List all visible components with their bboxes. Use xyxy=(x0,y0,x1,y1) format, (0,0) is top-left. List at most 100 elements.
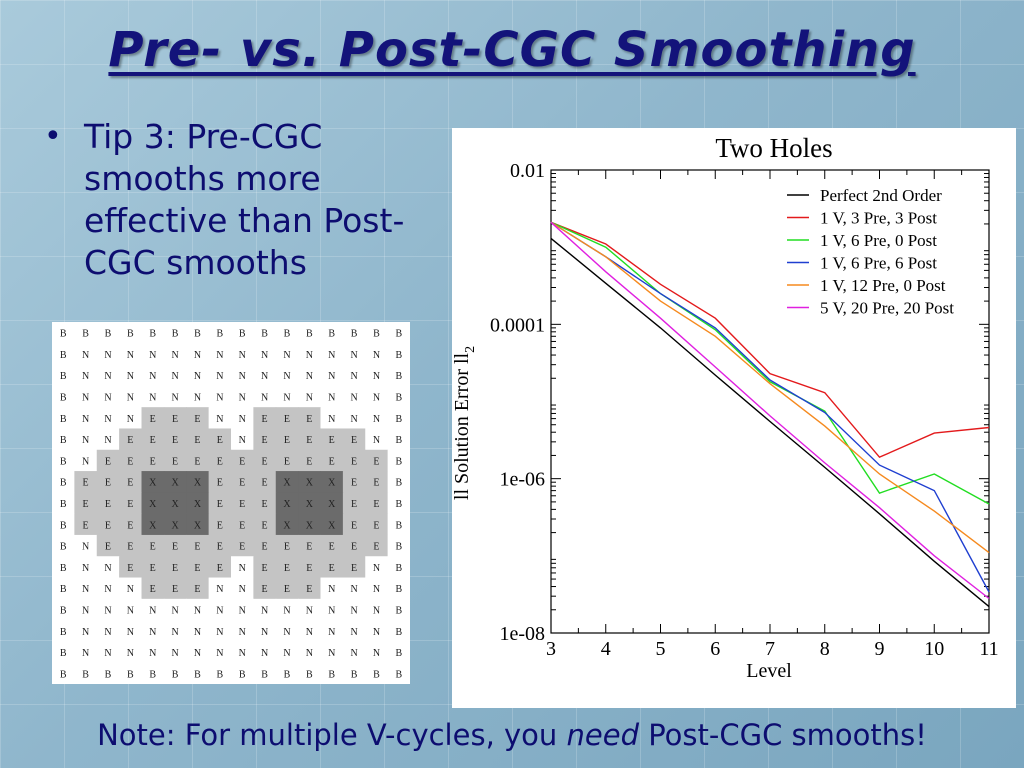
grid-cell-label: N xyxy=(127,393,134,404)
grid-cell-label: B xyxy=(105,329,112,340)
grid-cell xyxy=(74,556,98,579)
y-axis-label-sub: 2 xyxy=(463,346,478,353)
grid-cell xyxy=(52,534,75,557)
grid-cell-label: E xyxy=(262,584,268,595)
grid-cell xyxy=(52,471,75,493)
grid-cell-label: B xyxy=(60,371,67,382)
grid-cell-label: E xyxy=(127,435,133,446)
grid-cell xyxy=(387,428,411,451)
grid-cell xyxy=(74,662,98,685)
grid-cell xyxy=(186,662,210,685)
grid-cell-label: E xyxy=(239,499,245,510)
grid-cell xyxy=(119,598,142,621)
grid-cell-label: E xyxy=(83,499,89,510)
grid-cell xyxy=(52,620,75,642)
grid-cell xyxy=(74,641,98,664)
grid-cell xyxy=(387,407,411,429)
grid-cell xyxy=(52,343,75,366)
grid-cell xyxy=(119,407,142,429)
grid-cell xyxy=(119,513,142,536)
grid-cell xyxy=(141,556,165,579)
grid-cell xyxy=(163,471,187,493)
grid-cell-label: N xyxy=(306,350,313,361)
grid-cell xyxy=(208,641,232,664)
grid-cell-label: N xyxy=(239,627,246,638)
grid-cell-label: E xyxy=(172,563,178,574)
grid-cell-label: N xyxy=(350,648,357,659)
grid-svg: B B B B B B B B B B B B B B B BB N N N N N N N N N N N N N N BB N N N N N N N… xyxy=(52,322,411,685)
legend-label: 1 V, 6 Pre, 6 Post xyxy=(820,254,937,273)
convergence-chart: Two Holes Level ll Solution Error ll2 3 4… xyxy=(451,133,999,682)
grid-cell-label: N xyxy=(328,350,335,361)
grid-cell xyxy=(275,598,299,621)
grid-cell-label: N xyxy=(350,393,357,404)
grid-cell-label: N xyxy=(239,435,246,446)
grid-cell xyxy=(119,534,142,557)
grid-cell xyxy=(365,343,389,366)
grid-cell-label: B xyxy=(395,478,402,489)
grid-cell-label: B xyxy=(261,329,268,340)
grid-cell-label: B xyxy=(60,414,67,425)
grid-cell-label: B xyxy=(194,669,201,680)
x-tick-label: 8 xyxy=(820,638,830,660)
grid-cell-label: N xyxy=(127,605,134,616)
grid-cell xyxy=(342,513,366,536)
grid-cell xyxy=(275,471,299,493)
grid-cell xyxy=(298,364,321,387)
grid-cell xyxy=(186,577,210,600)
grid-cell xyxy=(387,534,411,557)
grid-cell xyxy=(208,662,232,685)
grid-cell-label: N xyxy=(239,648,246,659)
grid-cell-label: E xyxy=(217,499,223,510)
grid-cell-label: E xyxy=(150,435,156,446)
grid-cell xyxy=(275,534,299,557)
grid-cell-label: N xyxy=(373,371,380,382)
grid-cell-label: B xyxy=(395,520,402,531)
grid-cell-label: N xyxy=(216,371,223,382)
grid-cell-label: N xyxy=(328,648,335,659)
x-tick-label: 6 xyxy=(710,638,720,660)
grid-cell-label: B xyxy=(216,669,223,680)
grid-cell xyxy=(275,620,299,642)
grid-cell xyxy=(365,534,389,557)
grid-cell xyxy=(163,620,187,642)
grid-cell xyxy=(186,449,210,472)
grid-cell-label: E xyxy=(262,499,268,510)
grid-cell xyxy=(52,385,75,408)
grid-cell-label: E xyxy=(351,520,357,531)
grid-cell xyxy=(320,471,344,493)
grid-cell-label: N xyxy=(328,584,335,595)
grid-cell xyxy=(253,407,277,429)
grid-cell xyxy=(387,577,411,600)
grid-cell-label: X xyxy=(149,478,157,489)
grid-cell-label: E xyxy=(373,520,379,531)
grid-cell-label: N xyxy=(104,393,111,404)
grid-cell xyxy=(253,513,277,536)
grid-cell-label: E xyxy=(150,563,156,574)
grid-cell xyxy=(74,534,98,557)
grid-cell xyxy=(186,385,210,408)
grid-cell xyxy=(208,620,232,642)
grid-cell xyxy=(342,428,366,451)
grid-cell xyxy=(320,364,344,387)
grid-cell xyxy=(163,343,187,366)
grid-cell xyxy=(298,471,321,493)
grid-cell-label: N xyxy=(194,371,201,382)
grid-cell xyxy=(365,513,389,536)
grid-cell-label: N xyxy=(373,584,380,595)
grid-cell-label: N xyxy=(216,627,223,638)
grid-cell-label: E xyxy=(127,520,133,531)
grid-cell-label: N xyxy=(328,414,335,425)
grid-cell xyxy=(342,641,366,664)
grid-cell-label: B xyxy=(395,584,402,595)
grid-cell xyxy=(365,364,389,387)
grid-cell-label: E xyxy=(217,435,223,446)
grid-cell xyxy=(320,534,344,557)
grid-cell xyxy=(141,577,165,600)
grid-cell-label: E xyxy=(194,584,200,595)
grid-cell xyxy=(231,662,254,685)
grid-cell-label: B xyxy=(60,435,67,446)
grid-cell-label: B xyxy=(60,329,67,340)
grid-cell xyxy=(119,385,142,408)
